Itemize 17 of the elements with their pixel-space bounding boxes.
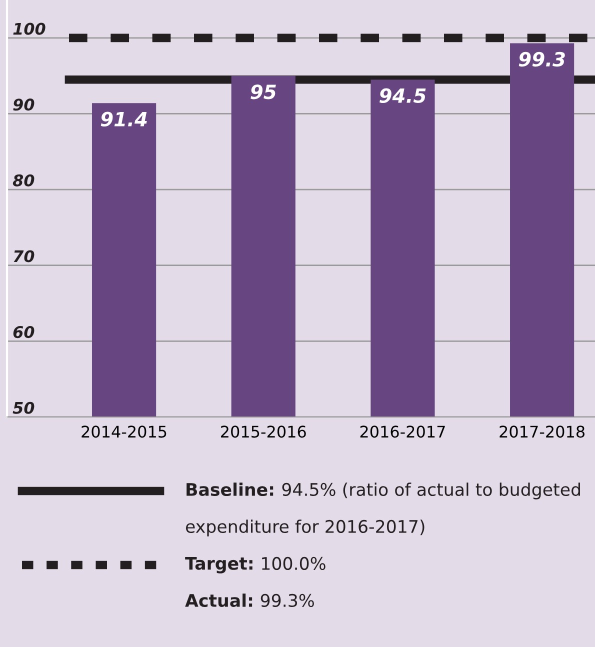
y-tick-label: 60 bbox=[13, 326, 34, 338]
x-tick-label: 2014-2015 bbox=[82, 426, 166, 438]
data-label: 94.5 bbox=[380, 88, 426, 104]
x-tick-label: 2017-2018 bbox=[500, 426, 584, 438]
y-tick-label: 70 bbox=[14, 250, 34, 262]
x-tick-label: 2015-2016 bbox=[221, 426, 306, 438]
y-tick-label: 50 bbox=[12, 402, 34, 414]
data-label: 91.4 bbox=[100, 112, 147, 127]
text: Actual: 99.3% bbox=[185, 594, 314, 608]
text: Target: 100.0% bbox=[185, 556, 326, 574]
text: Baseline: 94.5% (ratio of actual to budgeted expenditure for 2016-2017) bbox=[186, 482, 580, 536]
y-tick-label: 90 bbox=[13, 98, 34, 111]
data-label: 99.3 bbox=[518, 52, 565, 67]
y-tick-label: 100 bbox=[13, 22, 46, 35]
data-label: 95 bbox=[250, 84, 276, 100]
y-tick-label: 80 bbox=[12, 174, 34, 186]
x-tick-label: 2016-2017 bbox=[360, 426, 445, 438]
